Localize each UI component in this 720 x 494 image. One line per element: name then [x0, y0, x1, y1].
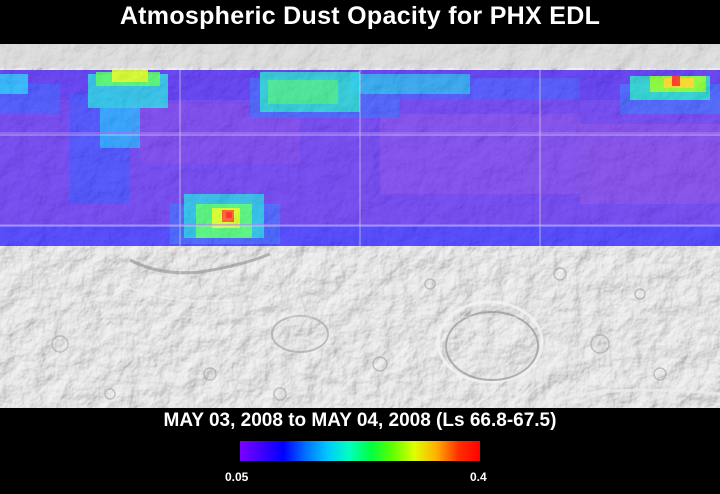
color-bar: [240, 441, 480, 461]
colorbar-min-label: 0.05: [225, 470, 249, 484]
mars-map: [0, 44, 720, 408]
map-grid: [0, 44, 720, 408]
basin-crater: [436, 300, 544, 384]
colorbar-max-label: 0.4: [470, 470, 487, 484]
date-range-subtitle: MAY 03, 2008 to MAY 04, 2008 (Ls 66.8-67…: [163, 410, 557, 431]
basin-crater: [271, 315, 329, 353]
map-title: Atmospheric Dust Opacity for PHX EDL: [119, 2, 601, 30]
